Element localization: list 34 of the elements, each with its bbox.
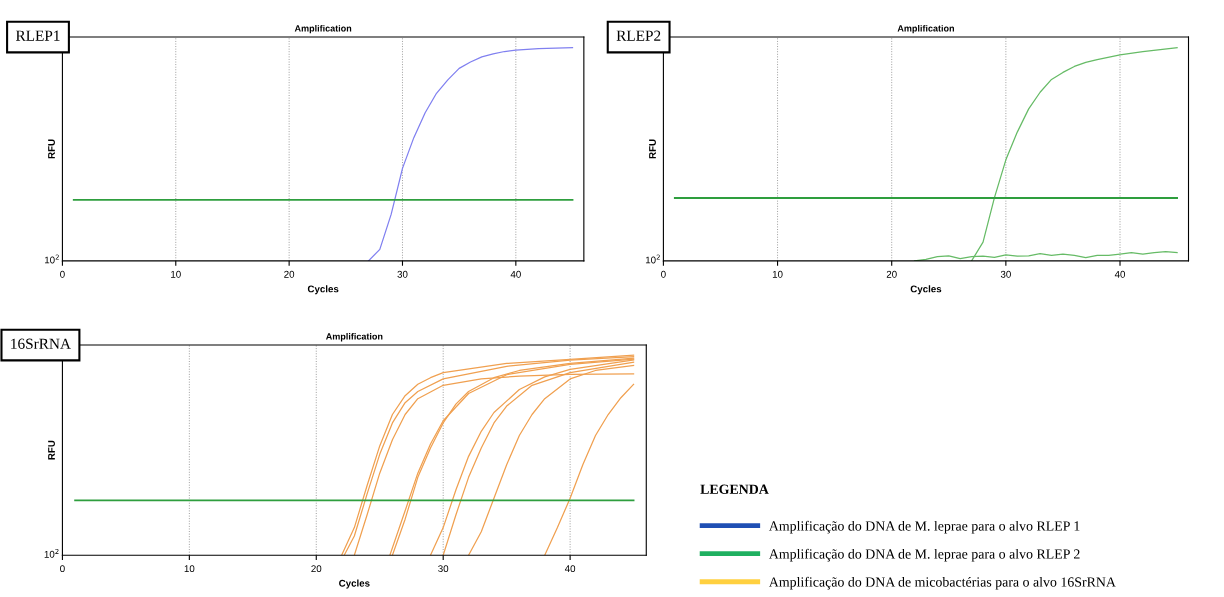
- x-tick-label: 20: [886, 270, 897, 278]
- x-tick-label: 20: [284, 270, 295, 278]
- y-axis-title: RFU: [48, 440, 55, 460]
- chart-subtitle: RLEP2: [616, 30, 661, 41]
- x-tick-label: 0: [60, 565, 65, 573]
- legend-label: Amplificação do DNA de micobactérias para o alvo 16SrRNA: [768, 576, 1116, 590]
- x-tick-label: 30: [1000, 270, 1011, 278]
- x-axis-title: Cycles: [910, 285, 942, 295]
- chart-title: Amplification: [294, 24, 352, 34]
- x-axis-title: Cycles: [307, 285, 339, 295]
- x-tick-label: 10: [184, 565, 195, 573]
- x-tick-label: 40: [564, 565, 576, 573]
- y-axis-title: RFU: [48, 139, 55, 159]
- y-axis-title: RFU: [649, 139, 656, 159]
- x-tick-label: 30: [438, 565, 449, 573]
- x-tick-label: 10: [171, 270, 181, 278]
- text: 10$^{2}$: [645, 254, 660, 264]
- chart-subtitle: 16SrRNA: [11, 338, 71, 349]
- x-tick-label: 0: [661, 270, 666, 278]
- chart-title: Amplification: [325, 332, 383, 342]
- chart-subtitle: RLEP1: [15, 30, 60, 41]
- x-tick-label: 40: [510, 270, 521, 278]
- legend-label: Amplificação do DNA de M. leprae para o alvo RLEP 2: [768, 548, 1080, 562]
- x-tick-label: 0: [60, 270, 65, 278]
- x-tick-label: 20: [311, 565, 322, 573]
- text: 10$^{2}$: [44, 548, 59, 558]
- x-axis-title: Cycles: [339, 579, 370, 589]
- x-tick-label: 40: [1114, 270, 1126, 278]
- text: LEGENDA: [700, 484, 769, 494]
- legend-label: Amplificação do DNA de M. leprae para o alvo RLEP 1: [768, 520, 1080, 534]
- text: 10$^{2}$: [45, 254, 59, 264]
- chart-title: Amplification: [897, 24, 954, 34]
- x-tick-label: 10: [772, 270, 783, 278]
- x-tick-label: 30: [397, 270, 408, 278]
